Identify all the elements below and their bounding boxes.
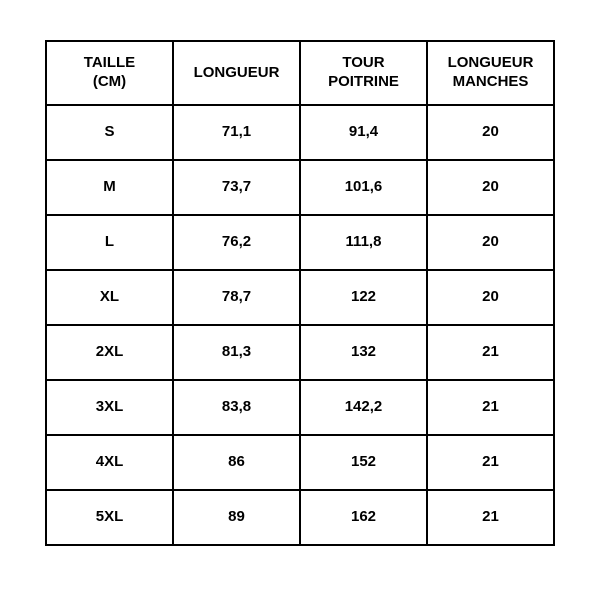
value-cell: 20 [427,105,554,160]
value-cell: 162 [300,490,427,545]
table-row: 3XL83,8142,221 [46,380,554,435]
table-row: 2XL81,313221 [46,325,554,380]
size-cell: 3XL [46,380,173,435]
value-cell: 73,7 [173,160,300,215]
size-table-body: S71,191,420M73,7101,620L76,2111,820XL78,… [46,105,554,545]
value-cell: 76,2 [173,215,300,270]
value-cell: 20 [427,270,554,325]
value-cell: 21 [427,380,554,435]
table-row: L76,2111,820 [46,215,554,270]
table-row: XL78,712220 [46,270,554,325]
col-header-longueur-manches: LONGUEURMANCHES [427,41,554,105]
size-cell: 4XL [46,435,173,490]
value-cell: 132 [300,325,427,380]
value-cell: 86 [173,435,300,490]
col-header-taille: TAILLE(CM) [46,41,173,105]
size-table-container: TAILLE(CM) LONGUEUR TOURPOITRINE LONGUEU… [0,0,600,600]
size-cell: XL [46,270,173,325]
value-cell: 111,8 [300,215,427,270]
size-table: TAILLE(CM) LONGUEUR TOURPOITRINE LONGUEU… [45,40,555,546]
col-header-label: TOURPOITRINE [328,54,399,90]
value-cell: 78,7 [173,270,300,325]
value-cell: 21 [427,325,554,380]
table-row: 4XL8615221 [46,435,554,490]
value-cell: 142,2 [300,380,427,435]
value-cell: 71,1 [173,105,300,160]
size-cell: 5XL [46,490,173,545]
col-header-longueur: LONGUEUR [173,41,300,105]
value-cell: 83,8 [173,380,300,435]
value-cell: 21 [427,435,554,490]
value-cell: 89 [173,490,300,545]
value-cell: 91,4 [300,105,427,160]
value-cell: 20 [427,160,554,215]
col-header-tour-poitrine: TOURPOITRINE [300,41,427,105]
value-cell: 81,3 [173,325,300,380]
table-row: M73,7101,620 [46,160,554,215]
col-header-label: LONGUEUR [194,64,280,81]
size-cell: M [46,160,173,215]
size-cell: L [46,215,173,270]
table-row: 5XL8916221 [46,490,554,545]
size-cell: S [46,105,173,160]
table-header-row: TAILLE(CM) LONGUEUR TOURPOITRINE LONGUEU… [46,41,554,105]
col-header-label: LONGUEURMANCHES [448,54,534,90]
value-cell: 122 [300,270,427,325]
value-cell: 21 [427,490,554,545]
value-cell: 152 [300,435,427,490]
value-cell: 20 [427,215,554,270]
size-cell: 2XL [46,325,173,380]
value-cell: 101,6 [300,160,427,215]
col-header-label: TAILLE(CM) [84,54,135,90]
table-row: S71,191,420 [46,105,554,160]
